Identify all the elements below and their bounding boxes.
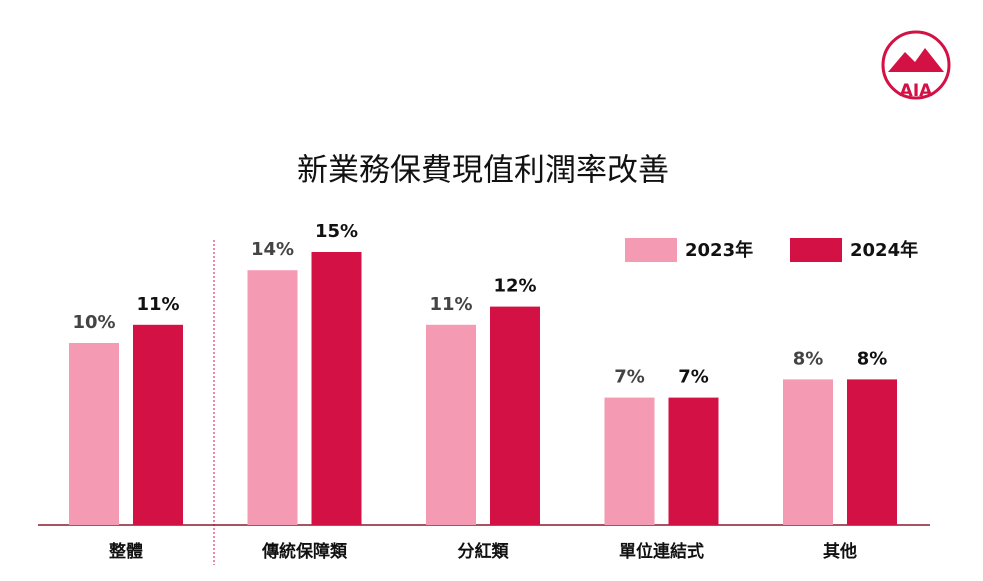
x-tick-label: 其他 xyxy=(823,541,857,562)
logo-text: AIA xyxy=(900,81,933,101)
bar xyxy=(668,397,719,525)
x-tick-label: 傳統保障類 xyxy=(261,541,348,562)
value-label: 7% xyxy=(614,367,645,388)
logo-mountain xyxy=(888,48,944,72)
value-label: 11% xyxy=(136,294,179,315)
legend-label: 2024年 xyxy=(850,239,918,261)
chart-title: 新業務保費現值利潤率改善 xyxy=(297,153,669,189)
value-label: 14% xyxy=(251,239,294,260)
bar xyxy=(783,379,833,525)
value-label: 11% xyxy=(429,294,472,315)
bar xyxy=(311,252,362,525)
value-label: 8% xyxy=(857,348,888,369)
x-tick-label: 單位連結式 xyxy=(619,541,704,562)
bar xyxy=(490,306,540,525)
legend-label: 2023年 xyxy=(685,239,753,261)
value-label: 15% xyxy=(315,221,358,242)
value-label: 7% xyxy=(678,367,709,388)
logo: AIA xyxy=(881,30,951,101)
bar xyxy=(426,324,476,525)
value-label: 12% xyxy=(493,276,536,297)
bar xyxy=(604,397,655,525)
value-label: 10% xyxy=(72,312,115,333)
bar xyxy=(847,379,897,525)
x-tick-label: 分紅類 xyxy=(458,541,510,562)
bar xyxy=(69,343,119,525)
value-label: 8% xyxy=(793,348,824,369)
logo-ring xyxy=(881,30,951,100)
bar xyxy=(133,324,183,525)
legend-swatch xyxy=(625,238,677,262)
bar xyxy=(247,270,298,525)
x-tick-label: 整體 xyxy=(109,541,143,562)
legend-swatch xyxy=(790,238,842,262)
